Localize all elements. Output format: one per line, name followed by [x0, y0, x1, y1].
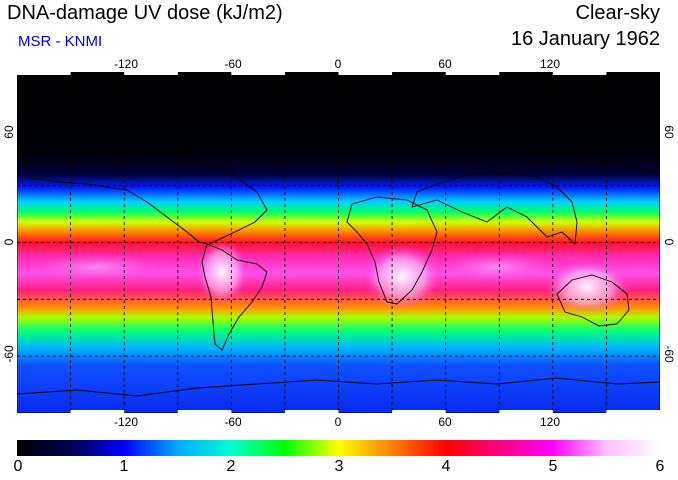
lon-tick-top: 60	[438, 57, 452, 71]
colorbar-tick: 2	[226, 458, 236, 475]
lon-tick-top: -60	[224, 57, 242, 71]
lon-tick-bottom: -60	[224, 415, 242, 429]
lat-tick-left: -60	[2, 345, 16, 363]
graticule	[17, 72, 660, 413]
coast-australia	[556, 274, 630, 327]
source-label: MSR - KNMI	[18, 33, 103, 50]
coast-south-america	[201, 243, 268, 351]
map-frame	[17, 72, 660, 413]
hotspot-east-pacific	[27, 253, 167, 281]
colorbar-tick: 5	[548, 458, 558, 475]
sky-condition-label: Clear-sky	[575, 2, 660, 24]
lat-tick-right: 60	[662, 125, 676, 139]
coast-africa	[346, 196, 438, 305]
colorbar	[17, 440, 660, 456]
date-label: 16 January 1962	[510, 28, 660, 50]
coast-north-america	[26, 143, 268, 245]
colorbar-tick: 0	[13, 458, 23, 475]
colorbar-tick: 1	[119, 458, 129, 475]
hotspot-south-america	[196, 240, 248, 304]
lat-tick-right: -60	[662, 345, 676, 363]
coast-antarctica	[17, 377, 660, 397]
lon-tick-top: -120	[113, 57, 139, 71]
colorbar-tick: 3	[334, 458, 344, 475]
hotspot-indian-ocean	[437, 251, 557, 283]
lon-tick-bottom: 0	[334, 415, 342, 429]
lon-tick-top: 120	[539, 57, 561, 71]
lat-tick-left: 60	[2, 125, 16, 139]
hotspot-australia	[545, 261, 629, 313]
lon-tick-top: 0	[334, 57, 342, 71]
map-title: DNA-damage UV dose (kJ/m2)	[7, 2, 283, 24]
lat-tick-left: 0	[2, 238, 16, 246]
colorbar-tick: 4	[441, 458, 451, 475]
lon-tick-bottom: -120	[113, 415, 139, 429]
uv-dose-map	[17, 72, 660, 413]
lat-tick-right: 0	[662, 238, 676, 246]
lon-tick-bottom: 60	[438, 415, 452, 429]
lon-tick-bottom: 120	[539, 415, 561, 429]
coast-asia	[411, 171, 578, 245]
colorbar-tick: 6	[655, 458, 665, 475]
